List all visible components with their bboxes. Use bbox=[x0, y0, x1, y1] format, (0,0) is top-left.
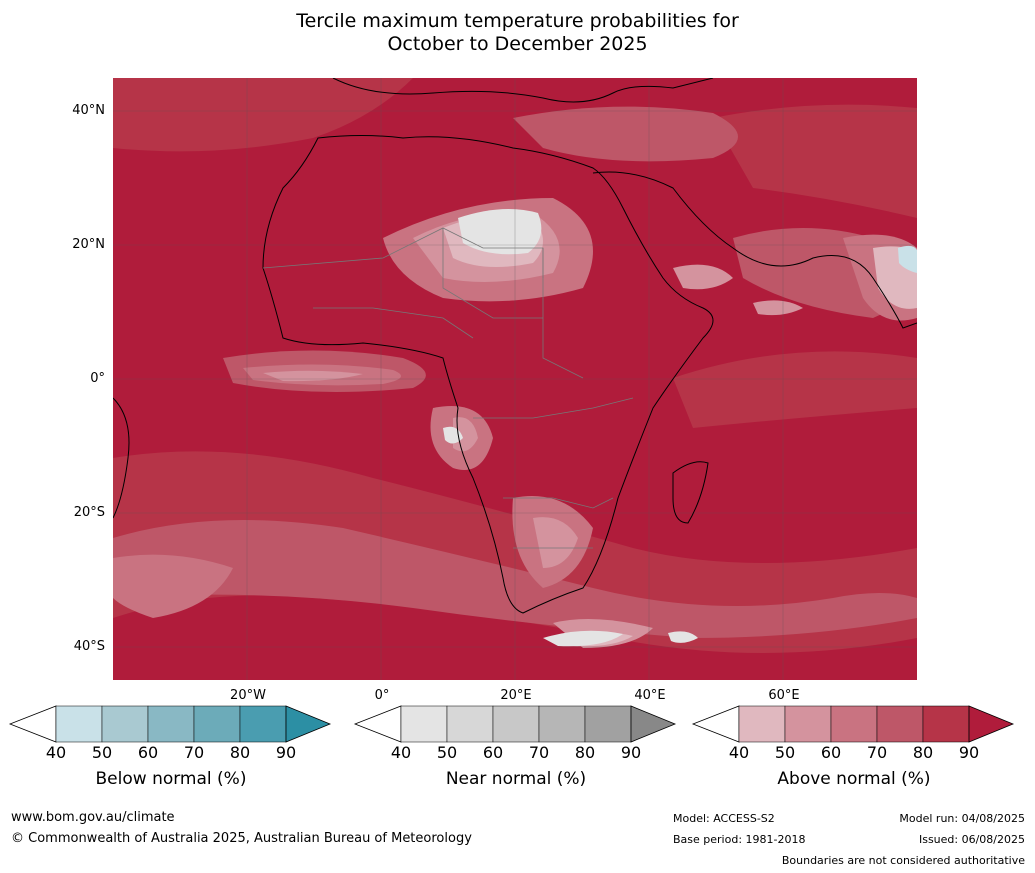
colorbar-below-tick: 60 bbox=[137, 743, 159, 762]
lat-label-40s: 40°S bbox=[73, 639, 105, 654]
colorbar-below-tick: 70 bbox=[183, 743, 205, 762]
colorbar-near-svg bbox=[353, 705, 677, 743]
country-borders bbox=[262, 227, 634, 549]
colorbar-above-tick: 70 bbox=[866, 743, 888, 762]
colorbar-near-swatch-5 bbox=[584, 705, 632, 743]
colorbar-above-title: Above normal (%) bbox=[777, 769, 931, 789]
website-link[interactable]: www.bom.gov.au/climate bbox=[11, 810, 175, 825]
lat-label-20s: 20°S bbox=[73, 505, 105, 520]
colorbar-below-extend-low bbox=[8, 705, 57, 743]
title-line-2: October to December 2025 bbox=[387, 33, 648, 55]
colorbar-below-normal bbox=[8, 705, 332, 743]
asia-coastline bbox=[592, 171, 917, 329]
colorbar-near-tick: 70 bbox=[528, 743, 550, 762]
colorbar-above-swatch-4 bbox=[876, 705, 924, 743]
south-america-coastline bbox=[113, 397, 130, 519]
colorbar-below-swatch-4 bbox=[193, 705, 241, 743]
graticule bbox=[113, 78, 917, 680]
colorbar-near-tick: 50 bbox=[436, 743, 458, 762]
lon-label-40e: 40°E bbox=[634, 688, 666, 703]
colorbar-above-tick: 40 bbox=[728, 743, 750, 762]
europe-coastline bbox=[332, 78, 714, 103]
colorbar-near-title: Near normal (%) bbox=[445, 769, 587, 789]
colorbar-below-tick: 50 bbox=[91, 743, 113, 762]
boundary-disclaimer: Boundaries are not considered authoritat… bbox=[781, 854, 1025, 867]
lat-label-20n: 20°N bbox=[72, 237, 105, 252]
base-period-label: Base period: 1981-2018 bbox=[673, 833, 806, 846]
colorbar-below-swatch-5 bbox=[239, 705, 287, 743]
colorbar-above-tick: 80 bbox=[912, 743, 934, 762]
colorbar-near-tick: 90 bbox=[620, 743, 642, 762]
colorbar-below-tick: 40 bbox=[45, 743, 67, 762]
madagascar-coastline bbox=[672, 461, 709, 524]
model-label: Model: ACCESS-S2 bbox=[673, 812, 775, 825]
colorbar-above-swatch-2 bbox=[784, 705, 832, 743]
colorbar-near-extend-low bbox=[353, 705, 402, 743]
lat-label-0: 0° bbox=[90, 371, 105, 386]
lon-label-20e: 20°E bbox=[500, 688, 532, 703]
colorbar-above-tick: 60 bbox=[820, 743, 842, 762]
above-normal-80-regions bbox=[113, 78, 917, 653]
map-title: Tercile maximum temperature probabilitie… bbox=[0, 10, 1035, 56]
lon-label-60e: 60°E bbox=[768, 688, 800, 703]
colorbar-below-extend-high bbox=[285, 705, 332, 743]
colorbar-above-normal bbox=[691, 705, 1015, 743]
below-normal-region bbox=[898, 245, 917, 273]
colorbar-below-swatch-1 bbox=[55, 705, 103, 743]
colorbar-above-swatch-5 bbox=[922, 705, 970, 743]
colorbar-above-swatch-1 bbox=[738, 705, 786, 743]
lon-label-0: 0° bbox=[374, 688, 390, 703]
lat-label-40n: 40°N bbox=[72, 103, 105, 118]
colorbar-near-tick: 40 bbox=[390, 743, 412, 762]
colorbar-above-swatch-3 bbox=[830, 705, 878, 743]
colorbar-above-tick: 50 bbox=[774, 743, 796, 762]
colorbar-near-swatch-2 bbox=[446, 705, 494, 743]
colorbar-above-extend-high bbox=[968, 705, 1015, 743]
colorbar-near-extend-high bbox=[630, 705, 677, 743]
colorbar-near-tick: 60 bbox=[482, 743, 504, 762]
colorbar-near-tick: 80 bbox=[574, 743, 596, 762]
colorbar-below-swatch-3 bbox=[147, 705, 195, 743]
colorbar-near-normal bbox=[353, 705, 677, 743]
probability-map bbox=[113, 78, 917, 680]
colorbar-below-swatch-2 bbox=[101, 705, 149, 743]
copyright-text: © Commonwealth of Australia 2025, Austra… bbox=[11, 831, 472, 846]
map-canvas bbox=[113, 78, 917, 680]
colorbar-near-swatch-3 bbox=[492, 705, 540, 743]
near-normal-regions bbox=[443, 209, 698, 647]
coastlines bbox=[113, 78, 917, 614]
colorbar-near-swatch-4 bbox=[538, 705, 586, 743]
colorbar-above-svg bbox=[691, 705, 1015, 743]
colorbar-near-swatch-1 bbox=[400, 705, 448, 743]
africa-coastline bbox=[262, 135, 714, 614]
colorbar-below-tick: 90 bbox=[275, 743, 297, 762]
colorbar-below-svg bbox=[8, 705, 332, 743]
colorbar-above-tick: 90 bbox=[958, 743, 980, 762]
model-run-label: Model run: 04/08/2025 bbox=[899, 812, 1025, 825]
colorbar-below-tick: 80 bbox=[229, 743, 251, 762]
lon-label-20w: 20°W bbox=[230, 688, 266, 703]
colorbar-above-extend-low bbox=[691, 705, 740, 743]
title-line-1: Tercile maximum temperature probabilitie… bbox=[296, 10, 739, 32]
issued-label: Issued: 06/08/2025 bbox=[918, 833, 1025, 846]
colorbar-below-title: Below normal (%) bbox=[95, 769, 247, 789]
